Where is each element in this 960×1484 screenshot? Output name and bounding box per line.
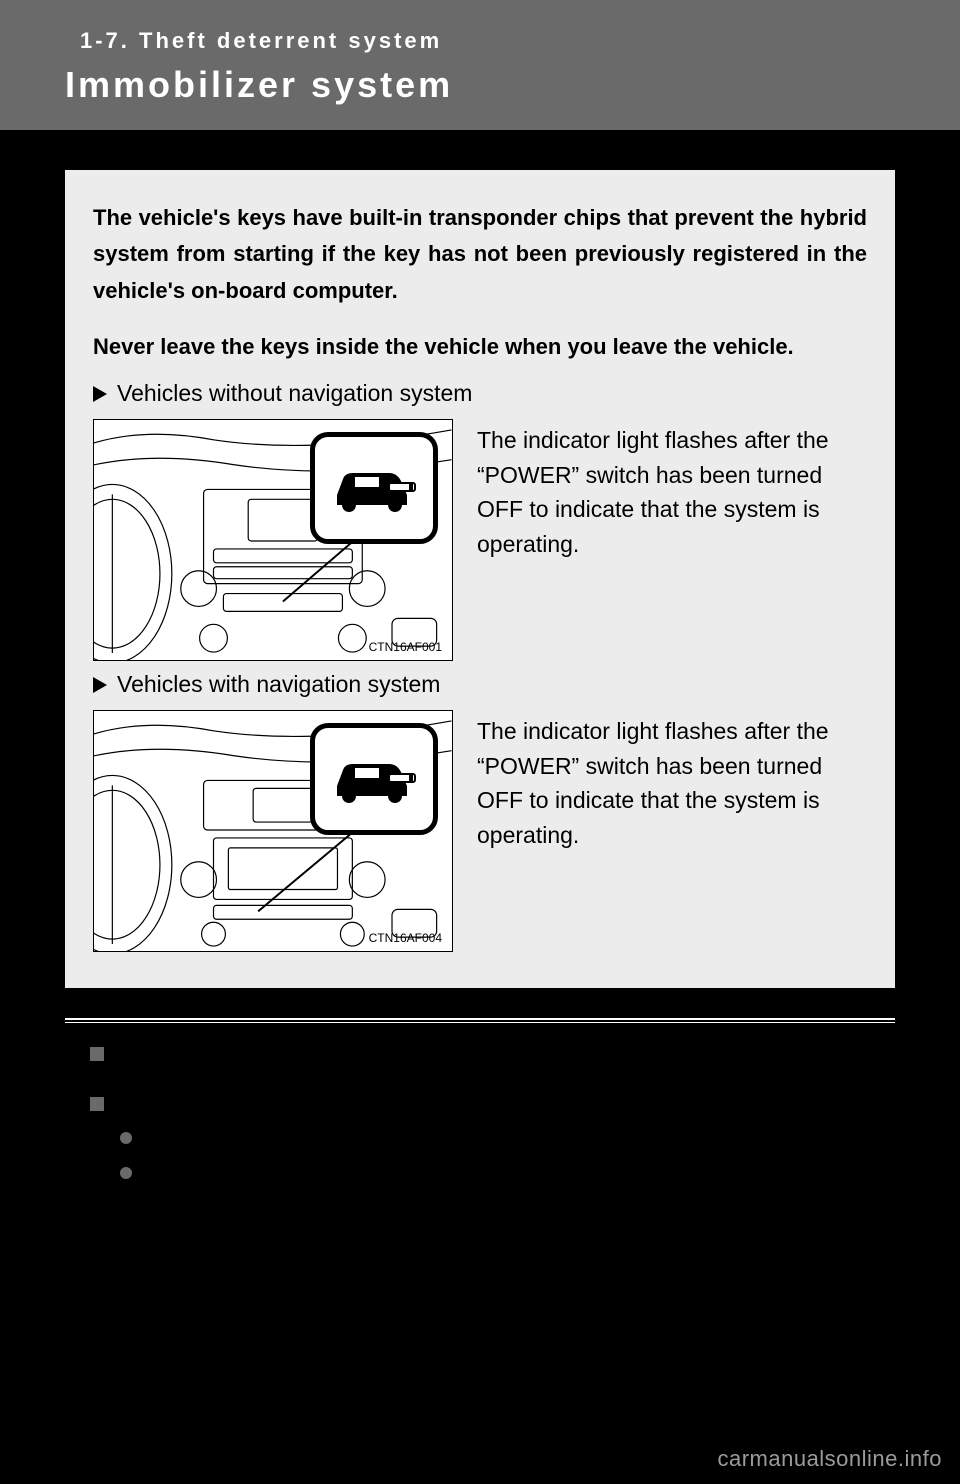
subhead-text: Vehicles with navigation system: [117, 671, 440, 698]
dot-bullet-row: [120, 1127, 870, 1144]
description-text: The indicator light flashes after the “P…: [477, 710, 867, 952]
callout-box: [310, 723, 438, 835]
subhead-row: Vehicles with navigation system: [93, 671, 867, 698]
description-text: The indicator light flashes after the “P…: [477, 419, 867, 661]
dot-bullet-row: [120, 1162, 870, 1179]
content-row: CTN16AF001 The indicator light flashes a…: [93, 419, 867, 661]
section-number: 1-7. Theft deterrent system: [80, 28, 960, 54]
dot-bullet-icon: [120, 1167, 132, 1179]
watermark: carmanualsonline.info: [717, 1446, 942, 1472]
square-bullet-row: [90, 1093, 870, 1111]
square-bullet-icon: [90, 1097, 104, 1111]
content-row: CTN16AF004 The indicator light flashes a…: [93, 710, 867, 952]
content-box: The vehicle's keys have built-in transpo…: [65, 170, 895, 988]
lower-section: [90, 1043, 870, 1179]
intro-paragraph-2: Never leave the keys inside the vehicle …: [93, 329, 867, 364]
divider-line-thin: [65, 1022, 895, 1023]
image-code: CTN16AF001: [369, 640, 442, 654]
subhead-row: Vehicles without navigation system: [93, 380, 867, 407]
triangle-bullet-icon: [93, 677, 107, 693]
divider-line: [65, 1018, 895, 1020]
subhead-text: Vehicles without navigation system: [117, 380, 472, 407]
dashboard-diagram: CTN16AF001: [93, 419, 453, 661]
callout-box: [310, 432, 438, 544]
car-key-icon: [329, 752, 419, 806]
car-key-icon: [329, 461, 419, 515]
square-bullet-row: [90, 1043, 870, 1061]
header-band: 1-7. Theft deterrent system Immobilizer …: [0, 0, 960, 130]
intro-paragraph-1: The vehicle's keys have built-in transpo…: [93, 200, 867, 309]
image-code: CTN16AF004: [369, 931, 442, 945]
triangle-bullet-icon: [93, 386, 107, 402]
dot-bullet-icon: [120, 1132, 132, 1144]
dashboard-diagram: CTN16AF004: [93, 710, 453, 952]
page-title: Immobilizer system: [65, 64, 960, 106]
square-bullet-icon: [90, 1047, 104, 1061]
